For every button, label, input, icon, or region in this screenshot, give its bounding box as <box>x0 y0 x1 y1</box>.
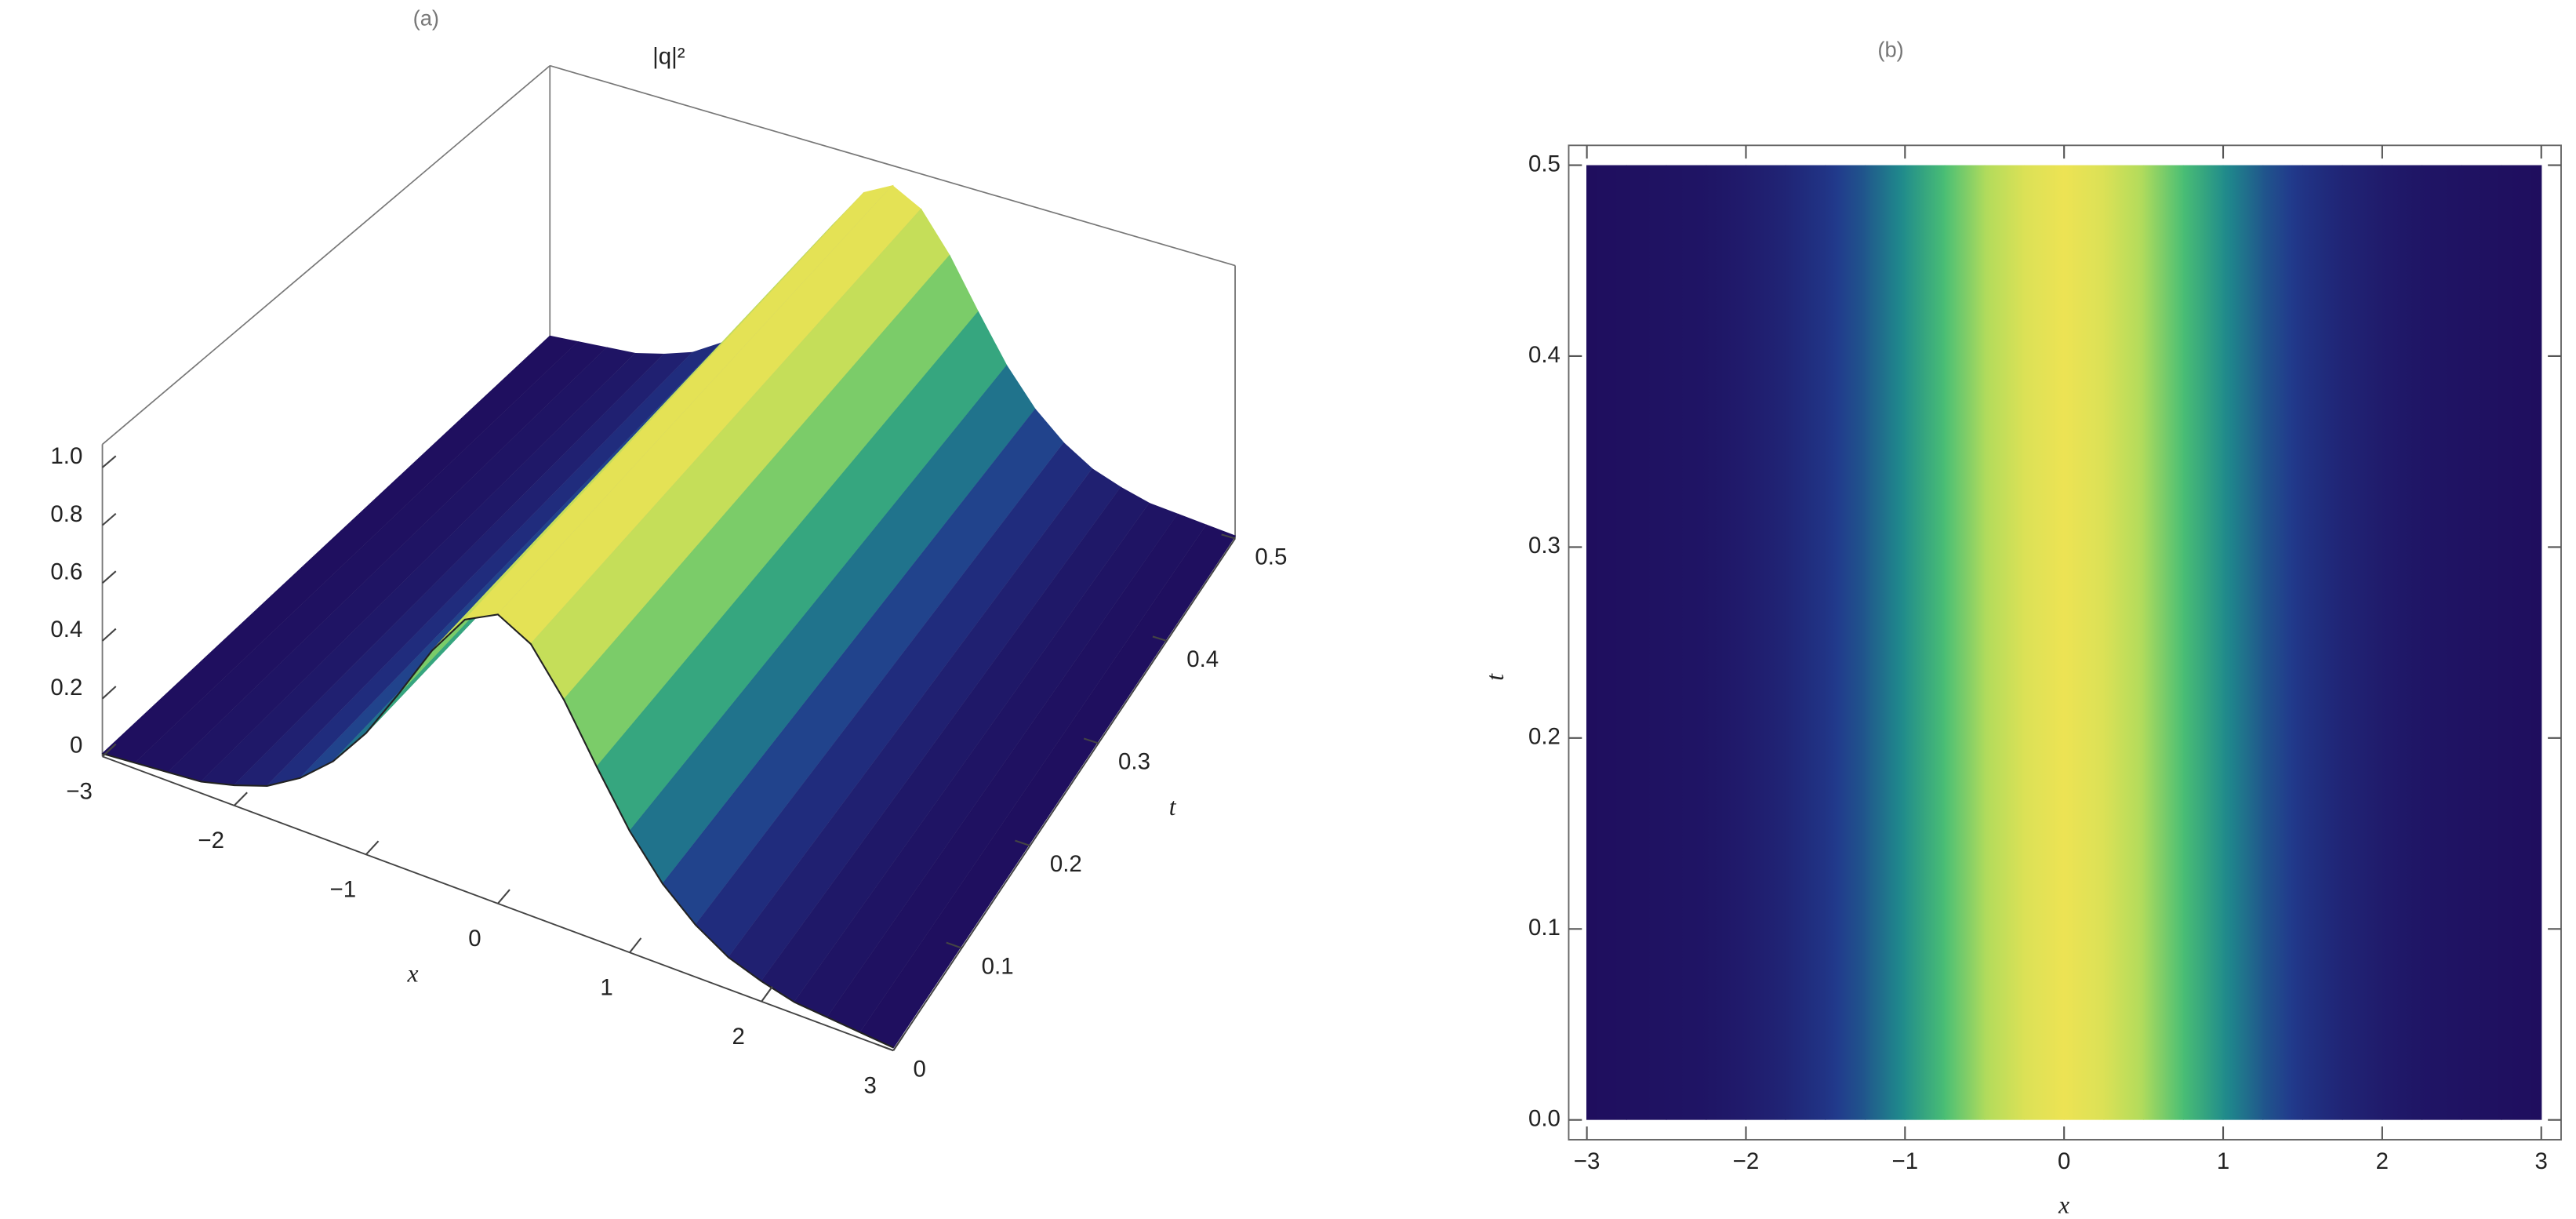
density-cell <box>2222 165 2264 1120</box>
density-cell <box>2023 165 2065 1120</box>
x-tick <box>629 937 642 953</box>
x-tick-label: 2 <box>2376 1148 2389 1174</box>
density-cell <box>1586 165 1627 1120</box>
t-axis-label: t <box>1481 673 1509 681</box>
x-tick-label: 0 <box>468 926 481 952</box>
density-cell <box>1825 165 1866 1120</box>
t-tick-label: 0.2 <box>1050 851 1082 877</box>
t-tick-label: 0.3 <box>1118 749 1150 775</box>
density-cell <box>1984 165 2026 1120</box>
density-cell <box>2063 165 2105 1120</box>
x-tick-label: 3 <box>864 1072 877 1098</box>
z-tick <box>101 628 117 642</box>
x-tick-label: 0 <box>2058 1148 2070 1174</box>
x-axis-label: x <box>2058 1192 2069 1219</box>
density-cell <box>2103 165 2145 1120</box>
x-tick <box>497 889 510 904</box>
z-tick <box>101 743 117 758</box>
density-cell <box>2142 165 2184 1120</box>
density-cell <box>2421 165 2462 1120</box>
y-tick-label: 0.4 <box>1528 342 1560 368</box>
x-tick <box>233 791 248 806</box>
chart-title: |q|² <box>652 43 685 69</box>
t-tick <box>1015 839 1030 847</box>
density-cell <box>2501 165 2542 1120</box>
y-tick-label: 0.3 <box>1528 533 1560 559</box>
x-tick-label: −3 <box>66 779 93 805</box>
surface-edge <box>102 613 894 1049</box>
y-tick-label: 0.2 <box>1528 724 1560 750</box>
density-cell <box>2461 165 2502 1120</box>
t-tick <box>1221 533 1236 540</box>
t-tick-label: 0.4 <box>1186 646 1219 672</box>
t-tick <box>946 941 962 949</box>
z-tick <box>101 512 117 526</box>
z-tick <box>101 455 117 468</box>
x-tick-label: −3 <box>1574 1148 1600 1174</box>
z-tick <box>101 686 117 700</box>
density-cell <box>1944 165 1986 1120</box>
y-tick-label: 0.5 <box>1528 151 1560 176</box>
density-cell <box>1904 165 1946 1120</box>
x-tick-label: 1 <box>600 974 612 1000</box>
x-tick <box>761 986 773 1002</box>
t-axis <box>892 537 1236 1051</box>
z-tick-label: 0.6 <box>50 559 82 584</box>
density-cell <box>1626 165 1667 1120</box>
z-tick-label: 0 <box>70 733 82 759</box>
density-cell <box>1745 165 1786 1120</box>
y-tick-label: 0.0 <box>1528 1105 1560 1131</box>
x-tick-label: 3 <box>2535 1148 2548 1174</box>
box-edge <box>102 65 550 446</box>
x-tick-label: 1 <box>2217 1148 2229 1174</box>
t-tick <box>877 1043 894 1052</box>
x-tick-label: −2 <box>1733 1148 1760 1174</box>
x-tick-label: −2 <box>198 828 224 853</box>
t-axis-label: t <box>1169 793 1177 821</box>
panel-label: (a) <box>413 6 439 31</box>
x-tick-label: 2 <box>732 1024 744 1050</box>
t-tick-label: 0.5 <box>1255 544 1287 570</box>
density-cell <box>1785 165 1826 1120</box>
box-edge <box>550 64 1236 267</box>
density-cell <box>1666 165 1707 1120</box>
t-tick <box>1152 635 1168 642</box>
z-tick-label: 1.0 <box>50 443 82 469</box>
y-tick-label: 0.1 <box>1528 915 1560 941</box>
z-tick-label: 0.2 <box>50 675 82 700</box>
density-cell <box>2302 165 2343 1120</box>
x-tick-label: −1 <box>330 876 357 902</box>
x-axis-label: x <box>406 960 418 988</box>
z-tick-label: 0.4 <box>50 617 82 642</box>
x-tick <box>365 840 380 856</box>
density-cell <box>2262 165 2304 1120</box>
z-tick <box>101 570 117 584</box>
t-tick <box>1083 737 1099 744</box>
x-tick-label: −1 <box>1892 1148 1919 1174</box>
density-cell <box>2342 165 2383 1120</box>
t-tick-label: 0.1 <box>982 954 1014 980</box>
density-cell <box>1864 165 1906 1120</box>
t-tick-label: 0 <box>914 1056 926 1082</box>
x-tick <box>892 1035 905 1051</box>
density-cell <box>2182 165 2224 1120</box>
panel-label: (b) <box>1877 38 1903 62</box>
z-tick-label: 0.8 <box>50 501 82 527</box>
density-cell <box>2382 165 2423 1120</box>
density-cell <box>1706 165 1747 1120</box>
